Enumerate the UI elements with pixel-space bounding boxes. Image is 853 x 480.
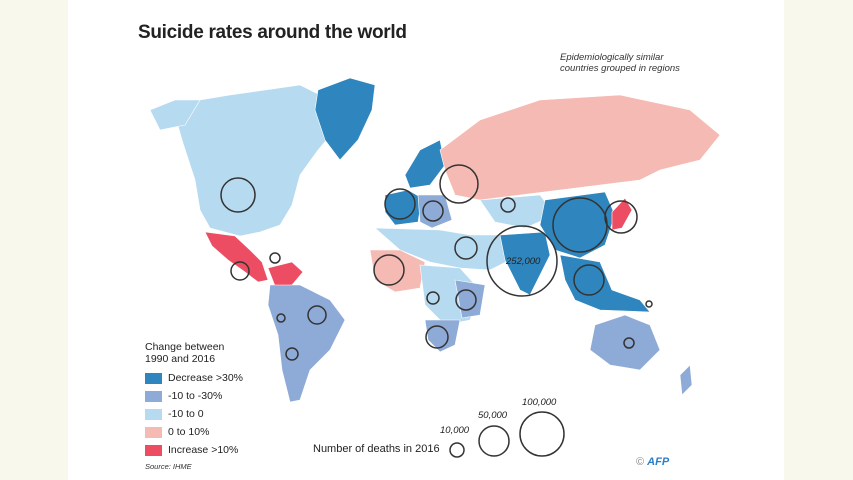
death-circle-oceania <box>645 300 653 308</box>
death-circle-east-africa <box>455 289 477 311</box>
subtitle-line-1: Epidemiologically similar <box>560 52 664 63</box>
afp-logo: © AFP <box>636 456 669 468</box>
region-southern-africa <box>424 319 461 353</box>
map-title: Suicide rates around the world <box>138 22 407 43</box>
size-legend-100000: 100,000 <box>522 397 557 408</box>
death-circle-north-africa <box>454 236 478 260</box>
region-southeast-asia <box>559 254 651 313</box>
death-circle-southeast-asia <box>573 264 605 296</box>
legend-item: 0 to 10% <box>145 423 243 441</box>
death-circle-southern-africa <box>425 325 449 349</box>
color-legend: Change between 1990 and 2016 Decrease >3… <box>145 341 243 459</box>
region-north-africa-middle-east <box>374 227 511 271</box>
copyright-symbol: © <box>636 456 645 468</box>
death-circle-central-africa <box>426 291 440 305</box>
region-australasia <box>589 314 661 371</box>
region-russia <box>439 94 721 201</box>
legend-item: -10 to -30% <box>145 387 243 405</box>
death-circle-tropical-latin-america <box>276 313 286 323</box>
legend-label: -10 to -30% <box>168 390 223 402</box>
south-asia-deaths-label: 252,000 <box>506 256 541 267</box>
size-legend-circle-10000 <box>449 442 465 458</box>
legend-label: Decrease >30% <box>168 372 244 384</box>
legend-swatch <box>145 372 162 384</box>
region-japan <box>611 197 633 231</box>
legend-heading: Change between 1990 and 2016 <box>145 341 243 365</box>
size-legend-label: Number of deaths in 2016 <box>313 443 440 455</box>
death-circle-west-africa <box>373 254 405 286</box>
region-east-asia <box>539 191 616 259</box>
map-subtitle: Epidemiologically similar countries grou… <box>560 52 680 74</box>
size-legend-50000: 50,000 <box>478 410 508 421</box>
legend-swatch <box>145 408 162 420</box>
legend-heading-line-1: Change between <box>145 341 225 353</box>
death-circle-caribbean <box>269 252 281 264</box>
death-circle-north-america <box>220 177 256 213</box>
legend-swatch <box>145 426 162 438</box>
death-circle-central-europe <box>422 200 444 222</box>
region-north-america <box>174 84 336 237</box>
source-note: Source: IHME <box>145 462 192 471</box>
legend-label: Increase >10% <box>168 444 239 456</box>
region-andes <box>267 284 346 403</box>
region-mexico <box>204 231 269 283</box>
death-circle-southern-latin-america <box>285 347 299 361</box>
region-new-zealand <box>679 364 693 396</box>
death-circle-south-asia <box>486 225 558 297</box>
credit-text: AFP <box>647 456 670 468</box>
death-circle-andes <box>307 305 327 325</box>
legend-item: Decrease >30% <box>145 369 243 387</box>
death-circle-central-asia <box>500 197 516 213</box>
region-scandinavia <box>404 139 446 189</box>
region-west-africa <box>369 249 426 293</box>
legend-swatch <box>145 390 162 402</box>
region-western-europe <box>384 189 423 226</box>
region-greenland <box>314 77 376 161</box>
legend-heading-line-2: 1990 and 2016 <box>145 353 216 365</box>
death-circle-mexico <box>230 261 250 281</box>
death-circle-eastern-europe <box>439 164 479 204</box>
size-legend-circle-50000 <box>478 425 510 457</box>
legend-item: -10 to 0 <box>145 405 243 423</box>
region-alaska-north <box>149 99 201 131</box>
legend-label: -10 to 0 <box>168 408 204 420</box>
death-circle-asia-pacific <box>604 200 638 234</box>
subtitle-line-2: countries grouped in regions <box>560 63 680 74</box>
region-caribbean <box>267 261 304 287</box>
death-circle-australasia <box>623 337 635 349</box>
death-circle-western-europe <box>384 188 416 220</box>
region-central-asia <box>479 194 556 229</box>
legend-label: 0 to 10% <box>168 426 210 438</box>
legend-swatch <box>145 444 162 456</box>
region-east-africa <box>454 279 486 319</box>
size-legend-circle-100000 <box>519 411 565 457</box>
legend-item: Increase >10% <box>145 441 243 459</box>
size-legend-10000: 10,000 <box>440 425 470 436</box>
